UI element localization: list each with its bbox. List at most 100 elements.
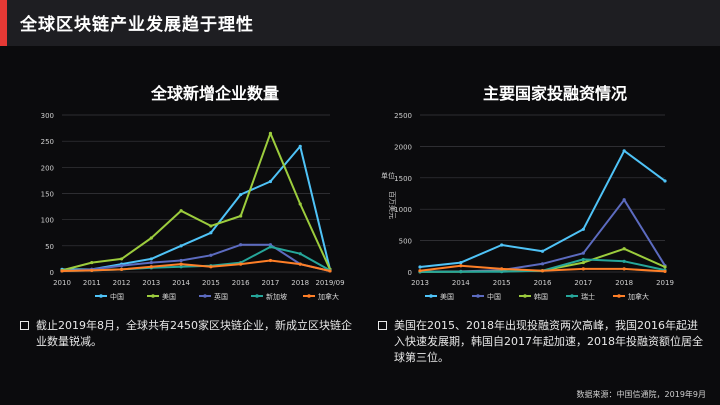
right-note-text: 美国在2015、2018年出现投融资两次高峰，我国2016年起进入快速发展期，韩… bbox=[394, 319, 703, 364]
x-tick-label: 2016 bbox=[534, 279, 552, 287]
y-tick-label: 2000 bbox=[394, 143, 412, 151]
series-line bbox=[419, 198, 666, 273]
data-point bbox=[663, 179, 667, 183]
data-point bbox=[459, 264, 463, 268]
data-point bbox=[500, 243, 504, 247]
data-point bbox=[540, 269, 545, 273]
square-bullet-icon bbox=[20, 321, 29, 330]
legend-marker-icon bbox=[429, 294, 433, 298]
data-point bbox=[500, 270, 504, 274]
x-tick-label: 2013 bbox=[411, 279, 429, 287]
data-point bbox=[540, 262, 545, 266]
legend-label: 英国 bbox=[214, 292, 228, 301]
x-tick-label: 2013 bbox=[142, 279, 160, 287]
legend-marker-icon bbox=[570, 294, 574, 298]
data-point bbox=[540, 249, 545, 253]
y-axis-label: 单位 bbox=[381, 171, 395, 180]
y-tick-label: 200 bbox=[41, 164, 54, 172]
data-point bbox=[622, 198, 626, 202]
data-point bbox=[209, 253, 213, 257]
series-line bbox=[61, 259, 331, 272]
data-source: 数据来源：中国信通院，2019年9月 bbox=[576, 390, 706, 399]
x-tick-label: 2015 bbox=[202, 279, 220, 287]
data-point bbox=[298, 262, 302, 266]
y-tick-label: 2500 bbox=[394, 112, 412, 120]
data-point bbox=[268, 258, 273, 263]
data-point bbox=[268, 179, 273, 184]
legend-label: 中国 bbox=[110, 292, 124, 301]
data-point bbox=[663, 265, 667, 269]
x-tick-label: 2016 bbox=[232, 279, 250, 287]
data-point bbox=[663, 269, 667, 273]
data-point bbox=[149, 257, 153, 261]
data-point bbox=[60, 269, 64, 273]
data-point bbox=[298, 202, 302, 206]
legend-label: 加拿大 bbox=[318, 292, 339, 301]
data-point bbox=[581, 267, 585, 271]
data-point bbox=[149, 265, 153, 269]
legend-marker-icon bbox=[523, 294, 527, 298]
legend-marker-icon bbox=[99, 294, 103, 298]
x-tick-label: 2017 bbox=[574, 279, 592, 287]
data-point bbox=[239, 243, 243, 247]
x-tick-label: 2012 bbox=[113, 279, 131, 287]
y-tick-label: 0 bbox=[408, 269, 412, 277]
data-point bbox=[209, 224, 213, 228]
legend-marker-icon bbox=[255, 294, 259, 298]
y-tick-label: 1500 bbox=[394, 175, 412, 183]
data-point bbox=[119, 257, 124, 261]
data-point bbox=[179, 244, 183, 248]
data-point bbox=[581, 251, 585, 255]
data-point bbox=[500, 267, 504, 271]
data-point bbox=[268, 245, 273, 249]
data-point bbox=[459, 260, 463, 265]
y-tick-label: 1000 bbox=[394, 206, 412, 214]
x-tick-label: 2015 bbox=[493, 279, 511, 287]
legend-marker-icon bbox=[203, 294, 207, 298]
data-point bbox=[622, 267, 626, 271]
data-point bbox=[622, 149, 626, 153]
data-point bbox=[418, 269, 422, 273]
legend-label: 中国 bbox=[487, 292, 501, 301]
data-point bbox=[179, 265, 183, 269]
y-tick-label: 300 bbox=[41, 112, 54, 120]
data-point bbox=[581, 257, 585, 262]
header-bar: 全球区块链产业发展趋于理性 bbox=[0, 0, 720, 46]
legend-label: 韩国 bbox=[534, 292, 548, 301]
legend-label: 新加坡 bbox=[266, 292, 287, 301]
data-point bbox=[119, 267, 124, 271]
x-tick-label: 2018 bbox=[615, 279, 633, 287]
data-point bbox=[328, 269, 332, 273]
legend-label: 美国 bbox=[440, 292, 454, 301]
data-point bbox=[239, 262, 243, 266]
legend-label: 瑞士 bbox=[581, 292, 595, 301]
y-tick-label: 150 bbox=[41, 191, 54, 199]
legend-marker-icon bbox=[307, 294, 311, 298]
x-tick-label: 2010 bbox=[53, 279, 71, 287]
data-point bbox=[179, 258, 183, 263]
data-point bbox=[149, 260, 153, 265]
y-tick-label: 250 bbox=[41, 138, 54, 146]
x-tick-label: 2019/09 bbox=[315, 279, 344, 287]
data-point bbox=[149, 236, 153, 240]
y-axis-unit: 百万美元 bbox=[388, 191, 397, 219]
data-point bbox=[459, 270, 463, 274]
data-point bbox=[298, 252, 302, 256]
data-point bbox=[239, 192, 243, 197]
legend-label: 加拿大 bbox=[628, 292, 649, 301]
data-point bbox=[179, 262, 183, 266]
x-tick-label: 2018 bbox=[291, 279, 309, 287]
data-point bbox=[268, 131, 273, 135]
legend-marker-icon bbox=[476, 294, 480, 298]
series-line bbox=[61, 243, 331, 272]
data-point bbox=[298, 144, 302, 148]
legend-marker-icon bbox=[151, 294, 155, 298]
data-point bbox=[179, 209, 183, 213]
x-tick-label: 2019 bbox=[656, 279, 674, 287]
data-point bbox=[239, 214, 243, 218]
left-note-text: 截止2019年8月，全球共有2450家区块链企业，新成立区块链企业数量锐减。 bbox=[36, 319, 352, 348]
legend-marker-icon bbox=[617, 294, 621, 298]
y-tick-label: 50 bbox=[45, 243, 54, 251]
x-tick-label: 2014 bbox=[172, 279, 190, 287]
